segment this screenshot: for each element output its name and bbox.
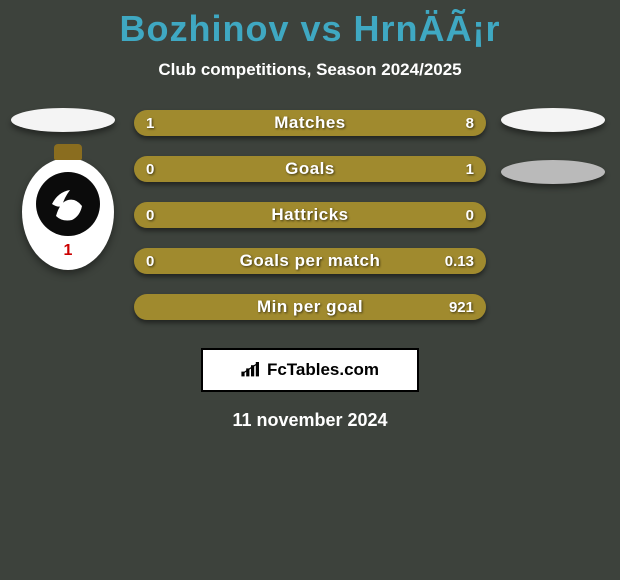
stat-label: Min per goal: [257, 297, 363, 317]
right-flag-icon-1: [501, 108, 605, 132]
left-team-col: [8, 108, 118, 132]
stat-left-value: 0: [146, 253, 154, 270]
stat-right-value: 0.13: [445, 253, 474, 270]
stat-row-goals-per-match: 0 Goals per match 0.13: [134, 248, 486, 274]
page-title: Bozhinov vs HrnÄÃ¡r: [0, 0, 620, 50]
stat-row-goals: 0 Goals 1: [134, 156, 486, 182]
footer-date: 11 november 2024: [0, 410, 620, 431]
branding-box[interactable]: FcTables.com: [201, 348, 419, 392]
stat-right-value: 8: [466, 115, 474, 132]
stat-label: Matches: [274, 113, 346, 133]
stat-label: Hattricks: [271, 205, 348, 225]
stat-right-value: 1: [466, 161, 474, 178]
stat-row-hattricks: 0 Hattricks 0: [134, 202, 486, 228]
stat-left-value: 0: [146, 161, 154, 178]
stat-row-matches: 1 Matches 8: [134, 110, 486, 136]
hand-ball-icon: [36, 172, 100, 236]
bar-chart-icon: [241, 362, 261, 378]
stat-right-value: 921: [449, 299, 474, 316]
stat-right-value: 0: [466, 207, 474, 224]
ball-icon: [36, 172, 100, 236]
stats-list: 1 Matches 8 0 Goals 1 0 Hattricks 0 0 Go…: [134, 110, 486, 320]
right-team-col: [498, 108, 608, 184]
right-flag-icon-2: [501, 160, 605, 184]
stat-row-min-per-goal: Min per goal 921: [134, 294, 486, 320]
stat-left-value: 1: [146, 115, 154, 132]
crest-body: 1: [22, 158, 114, 270]
crest-number: 1: [22, 242, 114, 260]
stat-label: Goals per match: [240, 251, 381, 271]
stat-label: Goals: [285, 159, 335, 179]
crown-icon: [54, 144, 82, 160]
page-subtitle: Club competitions, Season 2024/2025: [0, 60, 620, 80]
comparison-area: 1 1 Matches 8 0 Goals 1 0 Hattricks 0 0: [0, 110, 620, 431]
left-team-crest: 1: [22, 158, 117, 283]
stat-left-value: 0: [146, 207, 154, 224]
left-flag-icon: [11, 108, 115, 132]
branding-text: FcTables.com: [267, 360, 379, 380]
